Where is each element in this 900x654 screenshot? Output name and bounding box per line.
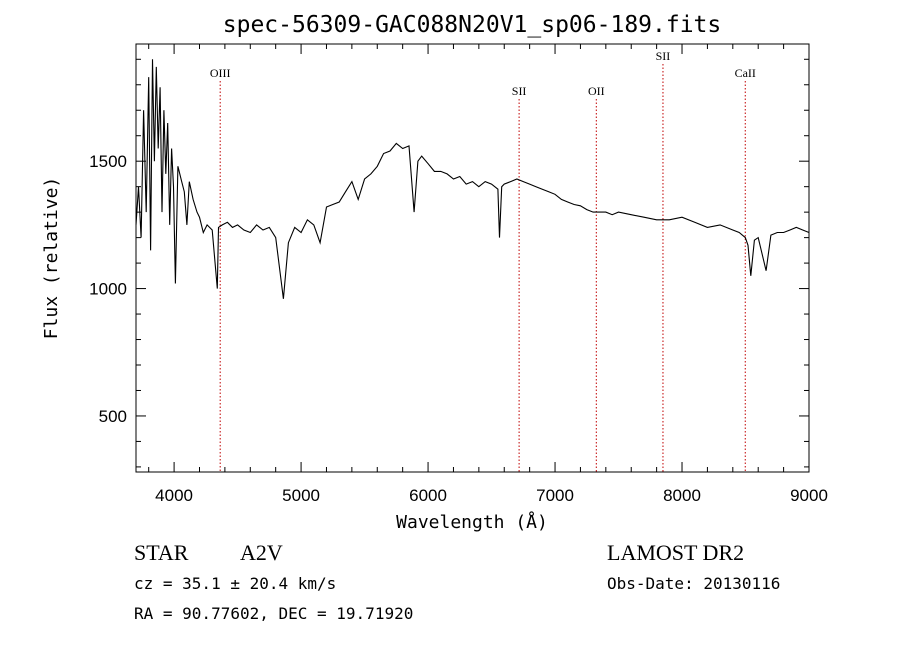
x-tick-label: 8000 bbox=[663, 486, 701, 505]
x-tick-label: 6000 bbox=[409, 486, 447, 505]
x-axis-label: Wavelength (Å) bbox=[396, 511, 548, 533]
y-tick-labels: 500 1000 1500 bbox=[89, 152, 127, 426]
spectral-line-label: OII bbox=[588, 84, 605, 98]
axis-ticks bbox=[136, 44, 810, 472]
x-tick-label: 9000 bbox=[790, 486, 828, 505]
spectral-subclass: A2V bbox=[240, 540, 283, 565]
spectral-line-markers: OIII SII OII SII CaII bbox=[210, 49, 756, 472]
y-tick-label: 1500 bbox=[89, 152, 127, 171]
spectral-line-label: CaII bbox=[735, 66, 756, 80]
survey-name: LAMOST DR2 bbox=[607, 540, 744, 565]
spectrum-line bbox=[135, 59, 810, 299]
x-tick-labels: 4000 5000 6000 7000 8000 9000 bbox=[155, 486, 828, 505]
redshift-text: cz = 35.1 ± 20.4 km/s bbox=[134, 574, 336, 593]
x-tick-label: 4000 bbox=[155, 486, 193, 505]
coordinates-text: RA = 90.77602, DEC = 19.71920 bbox=[134, 604, 413, 623]
plot-frame bbox=[135, 43, 810, 473]
spectral-line-label: SII bbox=[512, 84, 527, 98]
chart-title: spec-56309-GAC088N20V1_sp06-189.fits bbox=[223, 12, 722, 38]
y-tick-label: 1000 bbox=[89, 280, 127, 299]
x-tick-label: 7000 bbox=[536, 486, 574, 505]
y-axis-label: Flux (relative) bbox=[41, 177, 62, 340]
obs-date-text: Obs-Date: 20130116 bbox=[607, 574, 780, 593]
object-type: STAR bbox=[134, 540, 189, 565]
spectral-line-label: SII bbox=[656, 49, 671, 63]
x-tick-label: 5000 bbox=[282, 486, 320, 505]
y-tick-label: 500 bbox=[99, 407, 127, 426]
spectral-line-label: OIII bbox=[210, 66, 231, 80]
